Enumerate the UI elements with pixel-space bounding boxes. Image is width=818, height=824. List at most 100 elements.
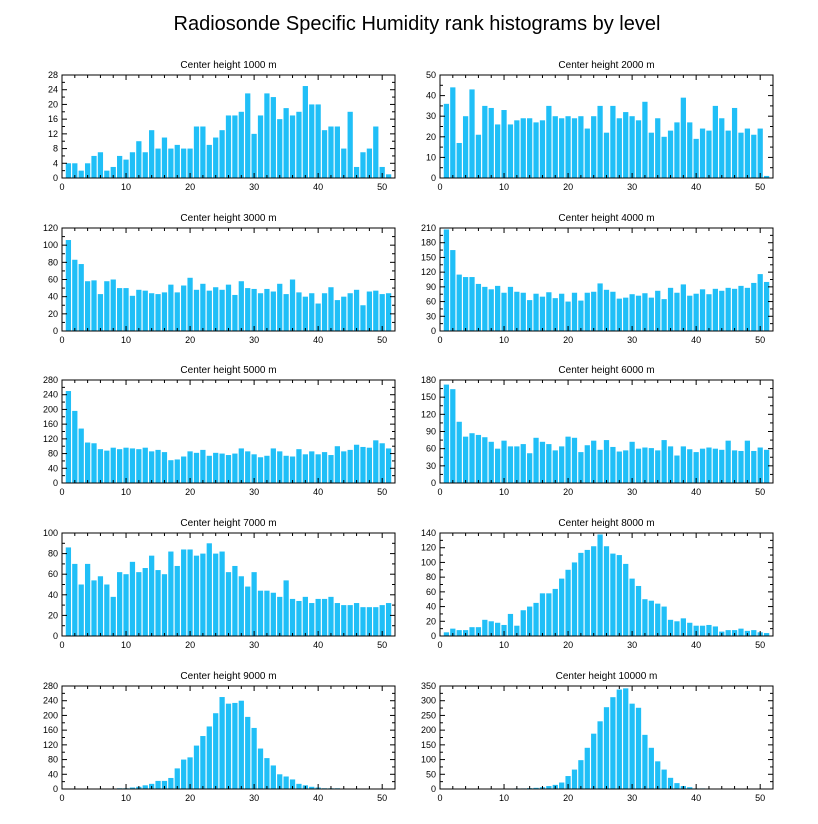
figure-title: Radiosonde Specific Humidity rank histog…	[174, 13, 661, 35]
bar	[97, 576, 104, 636]
bar	[597, 283, 603, 331]
bar	[597, 534, 603, 636]
bar	[674, 621, 680, 636]
bar	[571, 562, 578, 636]
bar	[379, 166, 385, 178]
bar	[706, 294, 712, 331]
bar	[213, 137, 219, 178]
y-tick-label: 150	[421, 392, 436, 402]
panel-title: Center height 3000 m	[180, 213, 276, 224]
bar	[559, 118, 565, 178]
x-tick-label: 20	[563, 487, 573, 497]
bar	[277, 119, 283, 178]
bar	[309, 104, 315, 178]
bar	[104, 281, 110, 331]
y-tick-label: 140	[421, 528, 436, 538]
bar	[315, 303, 321, 331]
bar	[757, 128, 763, 178]
bar	[674, 292, 680, 331]
x-tick-label: 10	[121, 487, 131, 497]
bar	[65, 547, 72, 636]
bar	[238, 448, 244, 483]
bar	[257, 293, 264, 331]
bar	[533, 293, 539, 331]
bar	[283, 580, 289, 636]
bar	[744, 440, 751, 483]
bar	[482, 437, 488, 483]
bar	[475, 283, 482, 331]
bar	[565, 301, 571, 331]
bar	[78, 264, 84, 331]
y-tick-label: 180	[421, 238, 436, 248]
bar	[347, 293, 353, 331]
x-tick-label: 20	[563, 793, 573, 803]
bar	[328, 455, 334, 483]
bar	[302, 596, 308, 636]
chart-panel: Center height 5000 m 0 10 20 30 40 50 0 40 80 120 1…	[43, 365, 396, 497]
bar	[206, 543, 212, 636]
bar	[469, 433, 475, 483]
x-tick-label: 30	[627, 487, 637, 497]
bar	[129, 152, 136, 178]
bar	[712, 288, 718, 331]
x-tick-label: 10	[499, 335, 509, 345]
bar	[699, 448, 706, 483]
bar	[155, 570, 161, 636]
bar	[193, 555, 200, 636]
bar	[629, 441, 635, 483]
bar	[123, 447, 129, 483]
bar	[251, 454, 257, 483]
y-tick-label: 0	[53, 478, 58, 488]
bar	[623, 450, 629, 483]
y-tick-label: 40	[48, 292, 58, 302]
x-tick-label: 50	[755, 640, 765, 650]
bar	[616, 298, 622, 331]
y-tick-label: 40	[426, 602, 436, 612]
bar	[219, 697, 225, 789]
bar	[667, 130, 674, 178]
chart-panel: Center height 8000 m 0 10 20 30 40 50 0 20 40 60 80…	[421, 518, 774, 650]
bar	[623, 563, 629, 636]
bar	[72, 163, 78, 178]
bar	[488, 289, 494, 331]
bar	[97, 294, 104, 331]
bar	[687, 295, 693, 331]
bar	[546, 292, 552, 331]
bar	[443, 229, 450, 331]
y-tick-label: 20	[48, 99, 58, 109]
bar	[514, 625, 520, 636]
bar	[738, 132, 744, 178]
bar	[321, 598, 328, 636]
x-tick-label: 50	[755, 335, 765, 345]
bar	[443, 103, 450, 178]
bar	[456, 142, 462, 178]
bar	[289, 279, 296, 331]
chart-panel: Center height 9000 m 0 10 20 30 40 50 0 40 80 120 1…	[43, 671, 396, 803]
bar	[751, 134, 757, 178]
bar	[104, 170, 110, 178]
bar	[232, 294, 238, 331]
bar	[527, 300, 533, 331]
y-tick-label: 120	[421, 409, 436, 419]
bar	[655, 118, 661, 178]
chart-panel: Center height 4000 m 0 10 20 30 40 50 0 30 60 90 12…	[421, 213, 774, 345]
y-tick-label: 0	[431, 326, 436, 336]
y-tick-label: 16	[48, 114, 58, 124]
bar	[725, 287, 731, 331]
bar	[289, 598, 296, 636]
bar	[334, 300, 340, 331]
y-tick-label: 40	[48, 769, 58, 779]
bar	[488, 107, 494, 178]
bar	[142, 785, 148, 789]
bar	[546, 593, 552, 636]
bar	[193, 745, 200, 789]
bar	[584, 128, 590, 178]
bar	[712, 448, 718, 483]
bar	[232, 702, 238, 789]
bar	[520, 292, 526, 331]
y-tick-label: 350	[421, 681, 436, 691]
bar	[65, 240, 72, 331]
bar	[97, 449, 104, 483]
bar	[462, 436, 469, 483]
bar	[680, 618, 686, 636]
